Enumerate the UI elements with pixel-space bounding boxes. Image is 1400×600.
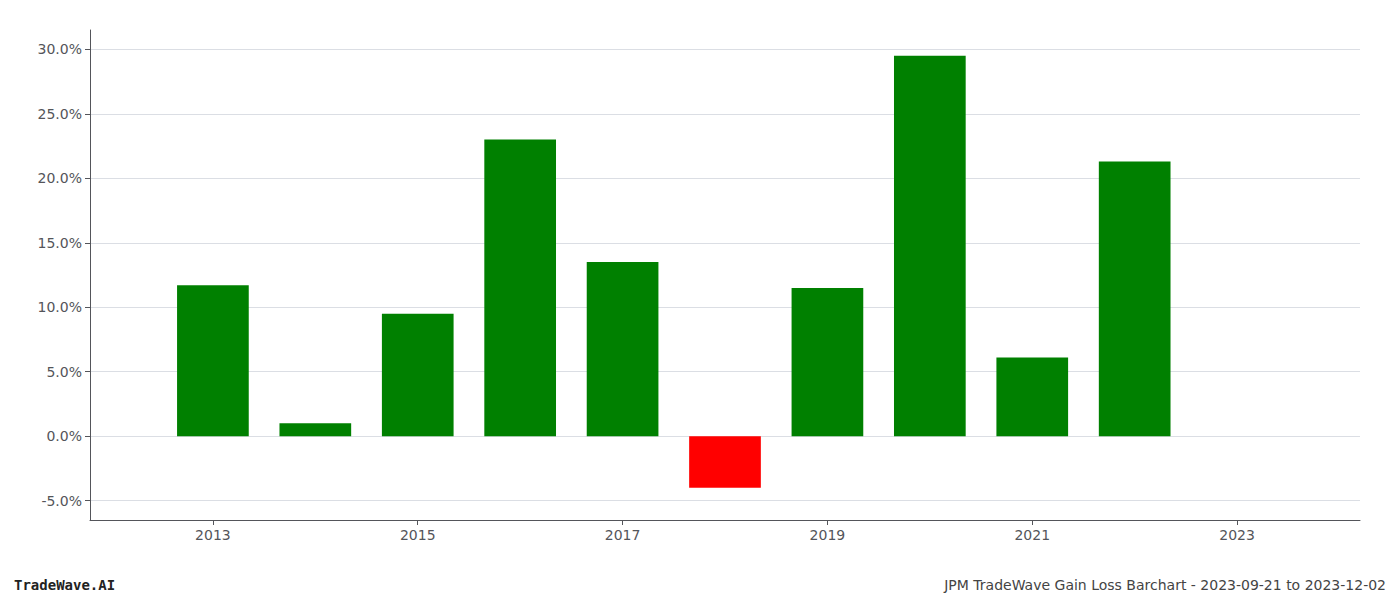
svg-text:10.0%: 10.0% <box>38 299 82 315</box>
svg-text:2013: 2013 <box>195 527 231 543</box>
svg-text:25.0%: 25.0% <box>38 106 82 122</box>
svg-text:-5.0%: -5.0% <box>41 493 82 509</box>
svg-text:5.0%: 5.0% <box>46 364 82 380</box>
svg-text:JPM TradeWave Gain Loss Barcha: JPM TradeWave Gain Loss Barchart - 2023-… <box>943 577 1386 593</box>
svg-text:2017: 2017 <box>605 527 641 543</box>
svg-text:2021: 2021 <box>1014 527 1050 543</box>
svg-text:20.0%: 20.0% <box>38 170 82 186</box>
svg-text:15.0%: 15.0% <box>38 235 82 251</box>
svg-text:2023: 2023 <box>1219 527 1255 543</box>
svg-text:2015: 2015 <box>400 527 436 543</box>
svg-text:0.0%: 0.0% <box>46 428 82 444</box>
svg-text:2019: 2019 <box>810 527 846 543</box>
svg-text:TradeWave.AI: TradeWave.AI <box>14 577 115 593</box>
svg-text:30.0%: 30.0% <box>38 41 82 57</box>
